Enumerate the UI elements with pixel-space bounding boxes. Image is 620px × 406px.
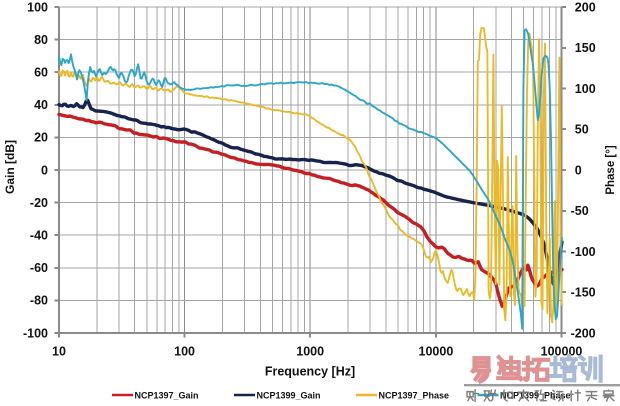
svg-text:-60: -60 bbox=[30, 261, 48, 275]
svg-text:0: 0 bbox=[41, 163, 48, 177]
svg-text:Phase [°]: Phase [°] bbox=[605, 145, 617, 195]
svg-text:NCP1397_Phase: NCP1397_Phase bbox=[379, 391, 450, 401]
svg-text:80: 80 bbox=[34, 33, 48, 47]
svg-text:10: 10 bbox=[52, 345, 66, 359]
svg-text:-50: -50 bbox=[571, 204, 589, 218]
svg-text:100: 100 bbox=[27, 0, 48, 14]
svg-text:100: 100 bbox=[174, 345, 195, 359]
svg-text:Gain [dB]: Gain [dB] bbox=[3, 140, 17, 194]
svg-text:Frequency [Hz]: Frequency [Hz] bbox=[265, 365, 355, 379]
svg-text:150: 150 bbox=[575, 41, 596, 55]
svg-text:-80: -80 bbox=[30, 294, 48, 308]
svg-text:-200: -200 bbox=[571, 326, 596, 340]
svg-text:1000: 1000 bbox=[296, 345, 324, 359]
svg-text:NCP1399_Gain: NCP1399_Gain bbox=[257, 391, 321, 401]
svg-text:40: 40 bbox=[34, 98, 48, 112]
svg-text:100000: 100000 bbox=[541, 345, 583, 359]
svg-text:-100: -100 bbox=[571, 245, 596, 259]
svg-text:NCP1399_Phase: NCP1399_Phase bbox=[500, 391, 571, 401]
svg-text:-40: -40 bbox=[30, 229, 48, 243]
svg-text:-100: -100 bbox=[23, 326, 48, 340]
svg-text:NCP1397_Gain: NCP1397_Gain bbox=[135, 391, 199, 401]
svg-text:100: 100 bbox=[575, 82, 596, 96]
svg-text:10000: 10000 bbox=[419, 345, 454, 359]
svg-text:50: 50 bbox=[575, 123, 589, 137]
svg-text:-20: -20 bbox=[30, 196, 48, 210]
svg-text:-150: -150 bbox=[571, 286, 596, 300]
svg-text:60: 60 bbox=[34, 66, 48, 80]
svg-text:20: 20 bbox=[34, 131, 48, 145]
svg-text:200: 200 bbox=[575, 0, 596, 14]
svg-text:0: 0 bbox=[575, 163, 582, 177]
